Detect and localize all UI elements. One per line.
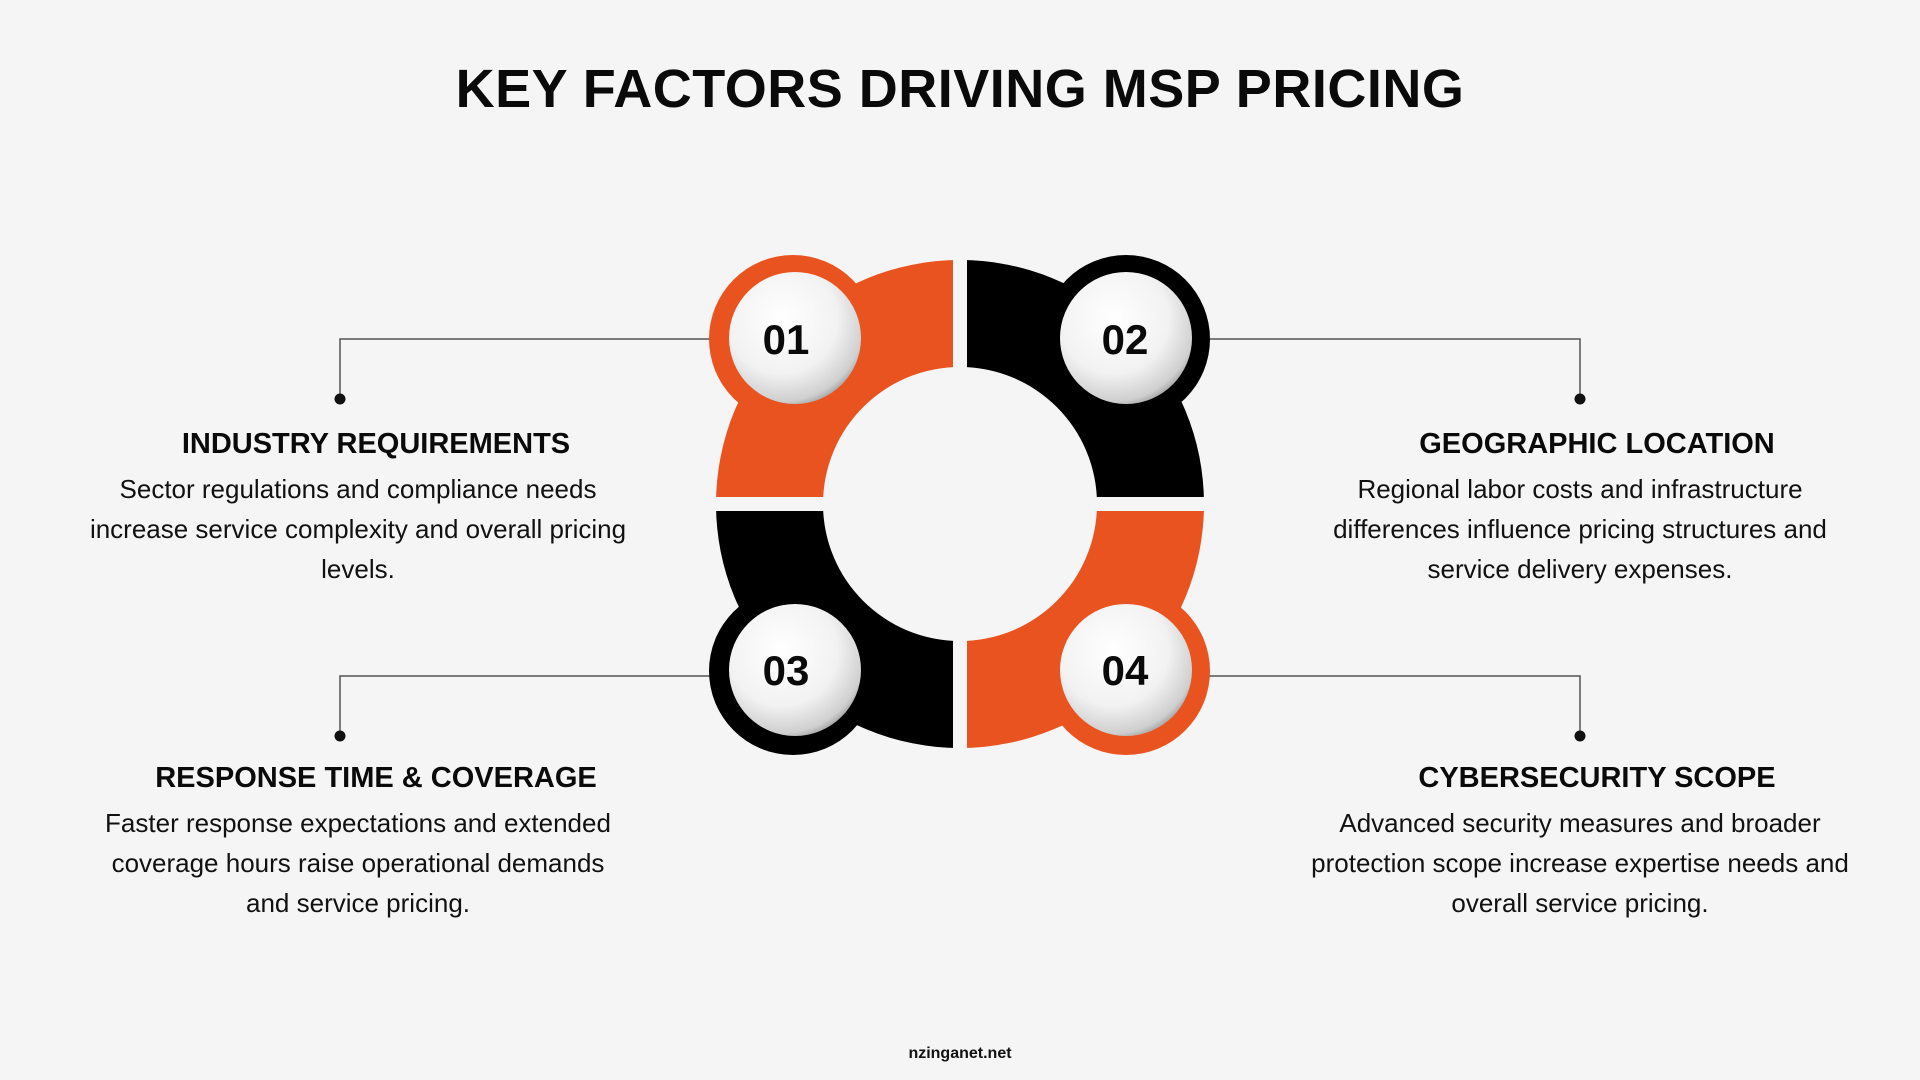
factor-description-line: Regional labor costs and infrastructure bbox=[1357, 474, 1803, 504]
connector-line-04 bbox=[1208, 675, 1581, 736]
badge-number-03: 03 bbox=[763, 647, 810, 694]
page-title: KEY FACTORS DRIVING MSP PRICING bbox=[455, 59, 1465, 119]
factor-description-line: levels. bbox=[321, 554, 395, 584]
factor-03: RESPONSE TIME & COVERAGE Faster response… bbox=[38, 762, 678, 923]
factor-02: GEOGRAPHIC LOCATION Regional labor costs… bbox=[1260, 428, 1900, 589]
factor-description-line: overall service pricing. bbox=[1451, 888, 1709, 918]
factor-heading: GEOGRAPHIC LOCATION bbox=[1419, 428, 1775, 460]
connector-line-02 bbox=[1208, 338, 1581, 399]
factor-01: INDUSTRY REQUIREMENTS Sector regulations… bbox=[38, 428, 678, 589]
factor-description-line: Advanced security measures and broader bbox=[1339, 808, 1821, 838]
badge-03: 03 bbox=[709, 587, 877, 755]
factor-description-line: protection scope increase expertise need… bbox=[1311, 848, 1849, 878]
factor-description-line: service delivery expenses. bbox=[1427, 554, 1733, 584]
connector-dot-03 bbox=[334, 730, 346, 742]
factor-description-line: and service pricing. bbox=[246, 888, 470, 918]
factor-04: CYBERSECURITY SCOPE Advanced security me… bbox=[1260, 762, 1900, 923]
connector-dot-04 bbox=[1574, 730, 1586, 742]
badge-02: 02 bbox=[1042, 255, 1210, 423]
footer-site-label: nzinganet.net bbox=[908, 1045, 1012, 1062]
factor-heading: CYBERSECURITY SCOPE bbox=[1418, 762, 1776, 794]
factor-description-line: differences influence pricing structures… bbox=[1333, 514, 1827, 544]
badge-ball-02 bbox=[1060, 272, 1192, 404]
badge-number-01: 01 bbox=[763, 316, 810, 363]
connector-dot-01 bbox=[334, 393, 346, 405]
connector-line-03 bbox=[339, 675, 712, 736]
factor-description-line: Faster response expectations and extende… bbox=[105, 808, 611, 838]
connector-line-01 bbox=[339, 338, 712, 399]
connector-dot-02 bbox=[1574, 393, 1586, 405]
badge-ball-03 bbox=[729, 604, 861, 736]
factor-heading: INDUSTRY REQUIREMENTS bbox=[181, 428, 571, 460]
badge-ball-01 bbox=[729, 272, 861, 404]
badge-number-02: 02 bbox=[1102, 316, 1149, 363]
badge-04: 04 bbox=[1042, 587, 1210, 755]
badge-01: 01 bbox=[709, 255, 877, 423]
badge-ball-04 bbox=[1060, 604, 1192, 736]
factor-description-line: coverage hours raise operational demands bbox=[111, 848, 605, 878]
factor-description-line: Sector regulations and compliance needs bbox=[119, 474, 597, 504]
ring-gap-horizontal bbox=[700, 497, 1220, 511]
badge-number-04: 04 bbox=[1102, 647, 1149, 694]
factor-description-line: increase service complexity and overall … bbox=[89, 514, 627, 544]
factor-heading: RESPONSE TIME & COVERAGE bbox=[155, 762, 597, 794]
